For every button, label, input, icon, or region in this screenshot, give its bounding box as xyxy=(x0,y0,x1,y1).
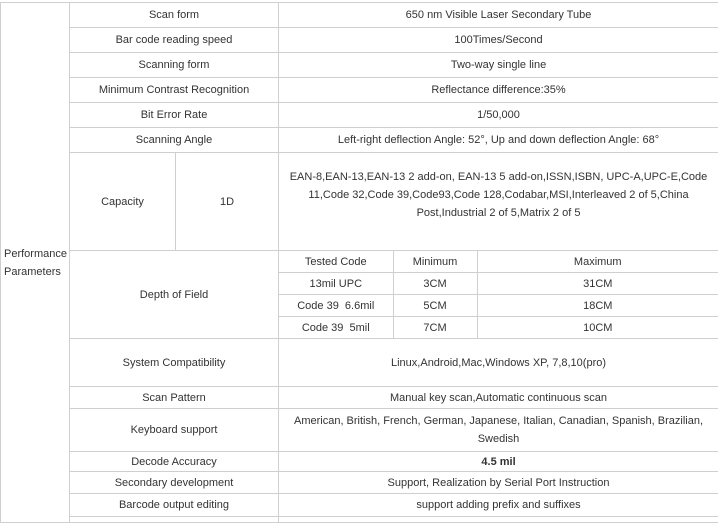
dof-header: Maximum xyxy=(477,251,718,273)
spec-value: support adding prefix and suffixes xyxy=(279,494,718,517)
spec-value: Support, Realization by Serial Port Inst… xyxy=(279,472,718,494)
group-label: Performance Parameters xyxy=(1,3,70,523)
spec-value: Linux,Android,Mac,Windows XP, 7,8,10(pro… xyxy=(279,339,718,387)
spec-label: Scan Pattern xyxy=(70,387,279,409)
dof-cell-code: Code 39 5mil xyxy=(279,317,393,339)
spec-label: Secondary development xyxy=(70,472,279,494)
dof-header: Tested Code xyxy=(279,251,393,273)
spec-value: Reflectance difference:35% xyxy=(279,78,718,103)
dof-row: Depth of Field Tested Code Minimum Maxim… xyxy=(1,251,718,339)
dof-cell-code: 13mil UPC xyxy=(279,273,393,295)
dof-cell-max: 31CM xyxy=(477,273,718,295)
spec-value: 1/50,000 xyxy=(279,103,718,128)
dof-cell-max: 10CM xyxy=(477,317,718,339)
capacity-row: Capacity 1D EAN-8,EAN-13,EAN-13 2 add-on… xyxy=(1,153,718,251)
dof-data-row: Code 39 5mil 7CM 10CM xyxy=(279,317,718,339)
spec-row: Performance Parameters Scan form 650 nm … xyxy=(1,3,718,28)
spec-label: Bar code reading speed xyxy=(70,28,279,53)
spec-value: 100Times/Second xyxy=(279,28,718,53)
dof-cell-min: 5CM xyxy=(393,295,477,317)
dof-cell-min: 7CM xyxy=(393,317,477,339)
spec-label: Keyboard support xyxy=(70,409,279,452)
dof-table: Tested Code Minimum Maximum 13mil UPC 3C… xyxy=(279,251,718,338)
capacity-sub: 1D xyxy=(176,153,279,251)
dof-header: Minimum xyxy=(393,251,477,273)
spec-label: Scan form xyxy=(70,3,279,28)
spec-value: Left-right deflection Angle: 52°, Up and… xyxy=(279,128,718,153)
dof-label: Depth of Field xyxy=(70,251,279,339)
spec-label: Scanning Angle xyxy=(70,128,279,153)
spec-value: 4.5 mil xyxy=(279,452,718,472)
dof-cell-code: Code 39 6.6mil xyxy=(279,295,393,317)
spec-value: 650 nm Visible Laser Secondary Tube xyxy=(279,3,718,28)
spec-label: Barcode output editing xyxy=(70,494,279,517)
dof-cell-min: 3CM xyxy=(393,273,477,295)
dof-data-row: 13mil UPC 3CM 31CM xyxy=(279,273,718,295)
spec-label: Scanning form xyxy=(70,53,279,78)
dof-cell: Tested Code Minimum Maximum 13mil UPC 3C… xyxy=(279,251,718,339)
dof-cell-max: 18CM xyxy=(477,295,718,317)
spec-label: System Compatibility xyxy=(70,339,279,387)
spec-value: Two-way single line xyxy=(279,53,718,78)
capacity-label: Capacity xyxy=(70,153,176,251)
capacity-value: EAN-8,EAN-13,EAN-13 2 add-on, EAN-13 5 a… xyxy=(279,153,718,251)
dof-data-row: Code 39 6.6mil 5CM 18CM xyxy=(279,295,718,317)
empty-cell xyxy=(279,517,718,523)
spec-label: Bit Error Rate xyxy=(70,103,279,128)
spec-value: American, British, French, German, Japan… xyxy=(279,409,718,452)
spec-label: Decode Accuracy xyxy=(70,452,279,472)
empty-cell xyxy=(70,517,279,523)
dof-header-row: Tested Code Minimum Maximum xyxy=(279,251,718,273)
spec-value: Manual key scan,Automatic continuous sca… xyxy=(279,387,718,409)
spec-row-spacer xyxy=(1,517,718,523)
spec-label: Minimum Contrast Recognition xyxy=(70,78,279,103)
